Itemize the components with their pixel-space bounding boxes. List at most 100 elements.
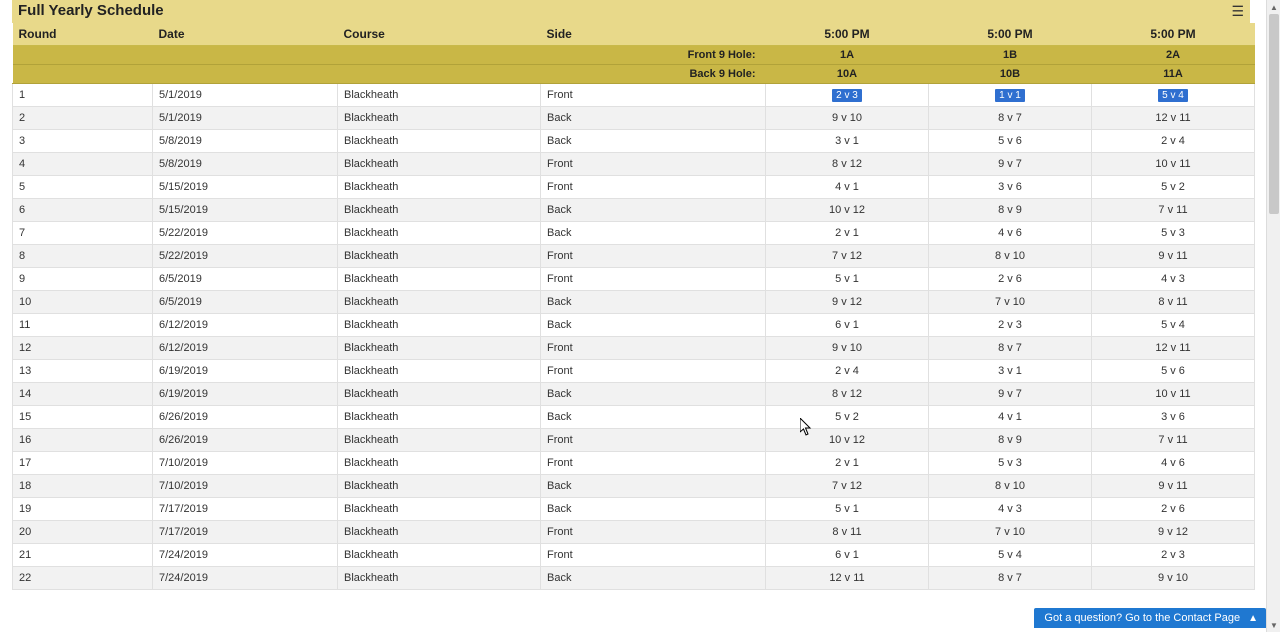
cell-date: 6/19/2019: [153, 383, 338, 406]
scrollbar[interactable]: ▲ ▼: [1266, 0, 1280, 632]
cell-round: 16: [13, 429, 153, 452]
cell-round: 8: [13, 245, 153, 268]
cell-m1: 8 v 12: [766, 383, 929, 406]
table-row[interactable]: 75/22/2019BlackheathBack2 v 14 v 65 v 3: [13, 222, 1255, 245]
cell-m2: 5 v 6: [929, 130, 1092, 153]
table-row[interactable]: 116/12/2019BlackheathBack6 v 12 v 35 v 4: [13, 314, 1255, 337]
table-row[interactable]: 106/5/2019BlackheathBack9 v 127 v 108 v …: [13, 291, 1255, 314]
schedule-table: Round Date Course Side 5:00 PM 5:00 PM 5…: [12, 23, 1255, 590]
col-course[interactable]: Course: [338, 23, 541, 46]
table-row[interactable]: 136/19/2019BlackheathFront2 v 43 v 15 v …: [13, 360, 1255, 383]
cell-course: Blackheath: [338, 176, 541, 199]
col-side[interactable]: Side: [541, 23, 766, 46]
cell-date: 7/10/2019: [153, 475, 338, 498]
cell-round: 11: [13, 314, 153, 337]
cell-m1: 9 v 12: [766, 291, 929, 314]
cell-side: Back: [541, 567, 766, 590]
cell-course: Blackheath: [338, 107, 541, 130]
col-time-1[interactable]: 5:00 PM: [766, 23, 929, 46]
cell-date: 5/8/2019: [153, 130, 338, 153]
cell-m3: 5 v 6: [1092, 360, 1255, 383]
cell-m3: 7 v 11: [1092, 199, 1255, 222]
table-row[interactable]: 96/5/2019BlackheathFront5 v 12 v 64 v 3: [13, 268, 1255, 291]
cell-m1: 7 v 12: [766, 475, 929, 498]
table-row[interactable]: 166/26/2019BlackheathFront10 v 128 v 97 …: [13, 429, 1255, 452]
cell-side: Back: [541, 199, 766, 222]
cell-date: 5/1/2019: [153, 84, 338, 107]
cell-m1: 3 v 1: [766, 130, 929, 153]
table-row[interactable]: 197/17/2019BlackheathBack5 v 14 v 32 v 6: [13, 498, 1255, 521]
cell-round: 17: [13, 452, 153, 475]
cell-side: Back: [541, 383, 766, 406]
title-bar: Full Yearly Schedule ☰: [12, 0, 1250, 23]
table-row[interactable]: 55/15/2019BlackheathFront4 v 13 v 65 v 2: [13, 176, 1255, 199]
menu-icon[interactable]: ☰: [1231, 4, 1244, 18]
cell-m2: 4 v 3: [929, 498, 1092, 521]
table-row[interactable]: 177/10/2019BlackheathFront2 v 15 v 34 v …: [13, 452, 1255, 475]
cell-m2: 9 v 7: [929, 153, 1092, 176]
table-row[interactable]: 156/26/2019BlackheathBack5 v 24 v 13 v 6: [13, 406, 1255, 429]
table-header-row: Round Date Course Side 5:00 PM 5:00 PM 5…: [13, 23, 1255, 46]
cell-m2: 7 v 10: [929, 521, 1092, 544]
table-row[interactable]: 207/17/2019BlackheathFront8 v 117 v 109 …: [13, 521, 1255, 544]
cell-m3: 9 v 11: [1092, 245, 1255, 268]
scroll-down-icon[interactable]: ▼: [1267, 618, 1280, 632]
table-row[interactable]: 35/8/2019BlackheathBack3 v 15 v 62 v 4: [13, 130, 1255, 153]
cell-m1: 2 v 1: [766, 222, 929, 245]
cell-date: 6/26/2019: [153, 406, 338, 429]
cell-date: 6/5/2019: [153, 268, 338, 291]
cell-m1: 5 v 1: [766, 498, 929, 521]
cell-date: 7/17/2019: [153, 521, 338, 544]
table-row[interactable]: 227/24/2019BlackheathBack12 v 118 v 79 v…: [13, 567, 1255, 590]
contact-bar[interactable]: Got a question? Go to the Contact Page ▲: [1034, 608, 1266, 628]
cell-date: 6/12/2019: [153, 337, 338, 360]
cell-side: Front: [541, 84, 766, 107]
cell-m3: 2 v 4: [1092, 130, 1255, 153]
table-row[interactable]: 85/22/2019BlackheathFront7 v 128 v 109 v…: [13, 245, 1255, 268]
cell-m2: 8 v 10: [929, 245, 1092, 268]
cell-side: Front: [541, 429, 766, 452]
cell-m3: 2 v 6: [1092, 498, 1255, 521]
table-row[interactable]: 217/24/2019BlackheathFront6 v 15 v 42 v …: [13, 544, 1255, 567]
cell-side: Front: [541, 245, 766, 268]
col-time-2[interactable]: 5:00 PM: [929, 23, 1092, 46]
cell-m2: 3 v 1: [929, 360, 1092, 383]
cell-m2: 2 v 6: [929, 268, 1092, 291]
cell-m1: 7 v 12: [766, 245, 929, 268]
col-date[interactable]: Date: [153, 23, 338, 46]
cell-m1: 8 v 12: [766, 153, 929, 176]
back9-t2: 10B: [929, 65, 1092, 84]
cell-side: Back: [541, 107, 766, 130]
cell-course: Blackheath: [338, 199, 541, 222]
table-row[interactable]: 187/10/2019BlackheathBack7 v 128 v 109 v…: [13, 475, 1255, 498]
cell-m3: 4 v 3: [1092, 268, 1255, 291]
cell-m2: 8 v 9: [929, 199, 1092, 222]
cell-date: 5/22/2019: [153, 245, 338, 268]
cell-m2: 8 v 7: [929, 337, 1092, 360]
cell-round: 1: [13, 84, 153, 107]
table-row[interactable]: 45/8/2019BlackheathFront8 v 129 v 710 v …: [13, 153, 1255, 176]
cell-round: 10: [13, 291, 153, 314]
cell-course: Blackheath: [338, 84, 541, 107]
cell-m1: 10 v 12: [766, 199, 929, 222]
cell-m3: 12 v 11: [1092, 107, 1255, 130]
table-row[interactable]: 15/1/2019BlackheathFront2 v 31 v 15 v 4: [13, 84, 1255, 107]
back9-t1: 10A: [766, 65, 929, 84]
cell-date: 7/10/2019: [153, 452, 338, 475]
cell-m2: 4 v 1: [929, 406, 1092, 429]
table-row[interactable]: 25/1/2019BlackheathBack9 v 108 v 712 v 1…: [13, 107, 1255, 130]
cell-course: Blackheath: [338, 406, 541, 429]
front9-label: Front 9 Hole:: [13, 46, 766, 65]
col-round[interactable]: Round: [13, 23, 153, 46]
cell-m2: 8 v 10: [929, 475, 1092, 498]
col-time-3[interactable]: 5:00 PM: [1092, 23, 1255, 46]
table-row[interactable]: 126/12/2019BlackheathFront9 v 108 v 712 …: [13, 337, 1255, 360]
table-row[interactable]: 146/19/2019BlackheathBack8 v 129 v 710 v…: [13, 383, 1255, 406]
cell-m3: 8 v 11: [1092, 291, 1255, 314]
scroll-thumb[interactable]: [1269, 14, 1279, 214]
cell-m2: 1 v 1: [929, 84, 1092, 107]
cell-m2: 4 v 6: [929, 222, 1092, 245]
table-row[interactable]: 65/15/2019BlackheathBack10 v 128 v 97 v …: [13, 199, 1255, 222]
page-title: Full Yearly Schedule: [18, 2, 164, 19]
scroll-up-icon[interactable]: ▲: [1267, 0, 1280, 14]
